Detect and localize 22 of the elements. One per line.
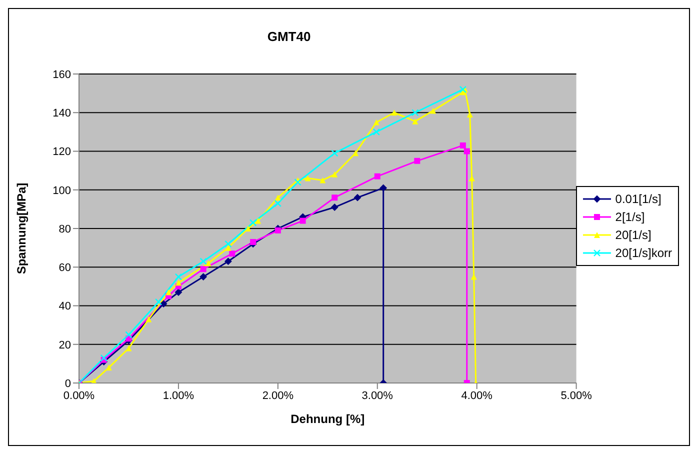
x-tick-label: 2.00%	[262, 390, 294, 402]
y-tick-label: 100	[52, 184, 71, 197]
y-tick-label: 0	[64, 378, 71, 390]
legend-label: 20[1/s]	[615, 227, 652, 244]
x-tick-label: 5.00%	[560, 390, 592, 402]
y-tick-label: 20	[58, 339, 71, 352]
y-tick-label: 140	[52, 108, 71, 120]
x-tick-label: 0.00%	[63, 390, 95, 402]
y-tick-label: 40	[58, 300, 71, 313]
legend-label: 2[1/s]	[615, 209, 645, 226]
y-tick-label: 60	[58, 262, 71, 274]
x-tick-label: 1.00%	[162, 390, 194, 402]
legend-label: 0.01[1/s]	[615, 191, 662, 208]
y-tick-label: 160	[52, 68, 71, 81]
legend-label: 20[1/s]korr	[615, 245, 672, 262]
x-tick-label: 4.00%	[461, 390, 493, 402]
y-axis-title: Spannung[MPa]	[14, 182, 28, 274]
y-tick-label: 120	[52, 146, 71, 158]
y-tick-label: 80	[58, 223, 71, 236]
x-axis-title: Dehnung [%]	[290, 412, 365, 426]
chart-title: GMT40	[266, 29, 312, 44]
x-tick-label: 3.00%	[362, 390, 394, 402]
